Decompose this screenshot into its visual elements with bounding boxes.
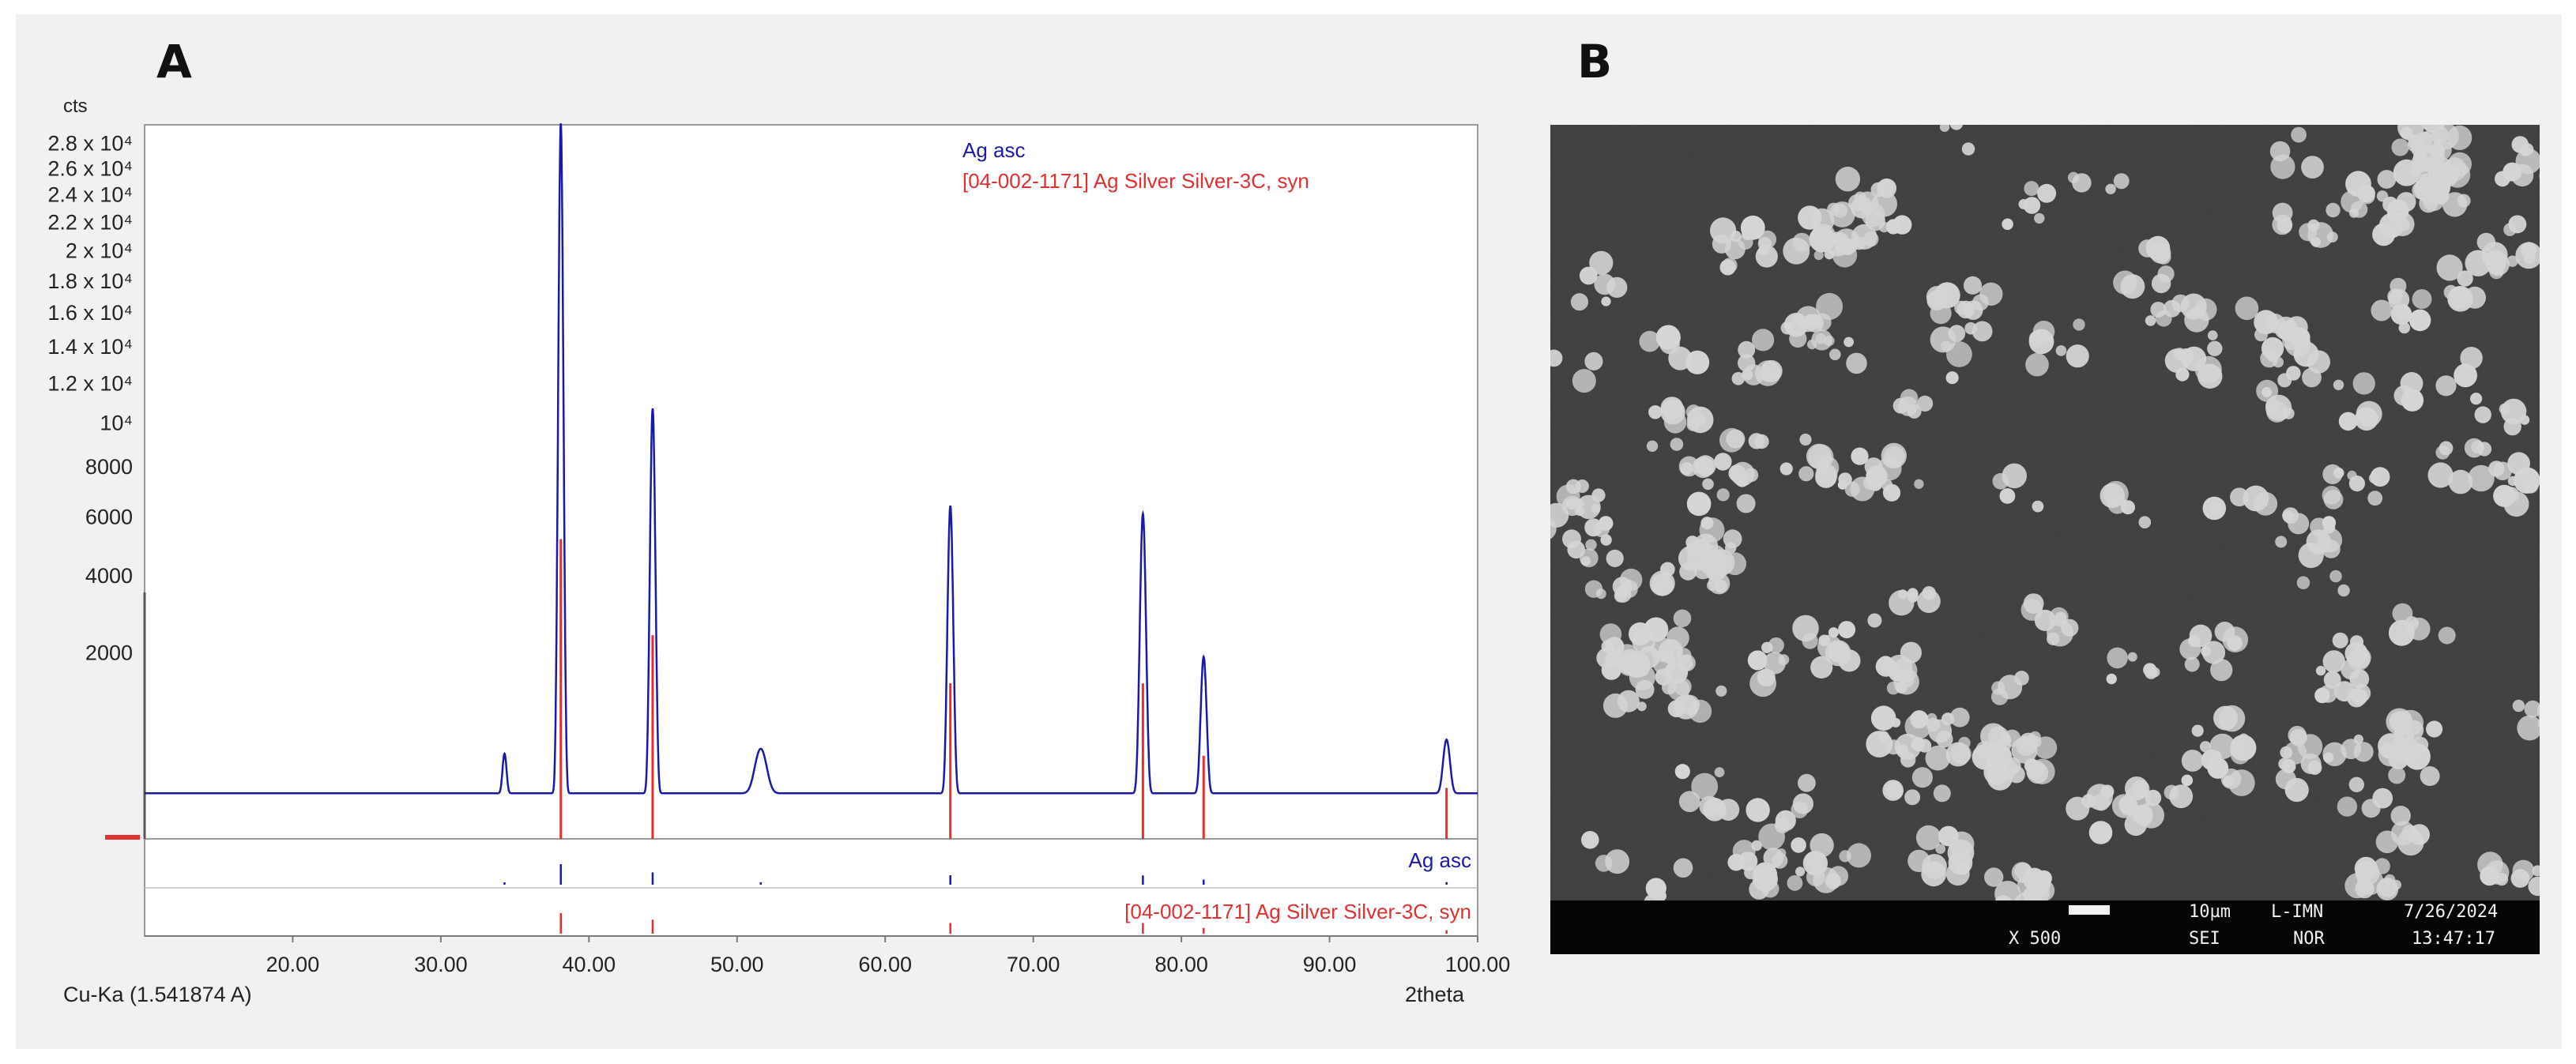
y-tick-label: 2.2 x 10⁴	[47, 210, 133, 234]
y-tick-label: 1.4 x 10⁴	[47, 335, 133, 359]
panel-label-a: A	[156, 35, 192, 88]
strip-label-ag-asc: Ag asc	[1409, 848, 1472, 872]
y-tick-label: 10⁴	[100, 412, 133, 435]
y-tick-label: 1.8 x 10⁴	[47, 269, 133, 293]
y-tick-label: 1.2 x 10⁴	[47, 371, 133, 395]
time-label: 13:47:17	[2412, 929, 2495, 949]
y-tick-label: 2.6 x 10⁴	[47, 156, 133, 180]
y-tick-label: 8000	[85, 455, 133, 479]
mode-label: NOR	[2293, 929, 2325, 949]
sem-info-bar: 10µm L-IMN 7/26/2024 X 500 SEI NOR 13:47…	[1550, 900, 2540, 954]
legend-entry-ag-asc: Ag asc	[962, 138, 1026, 162]
x-tick-label: 90.00	[1303, 953, 1357, 976]
scale-bar	[2069, 905, 2110, 915]
signal-label: SEI	[2189, 929, 2220, 949]
y-tick-label: 2000	[85, 641, 133, 665]
y-tick-label: 4000	[85, 564, 133, 588]
strip-label-reference: [04-002-1171] Ag Silver Silver-3C, syn	[1124, 900, 1471, 923]
magnification-label: X 500	[2009, 929, 2062, 949]
sem-micrograph	[1550, 125, 2540, 954]
x-tick-label: 100.00	[1445, 953, 1511, 976]
y-tick-label: 6000	[85, 505, 133, 528]
y-tick-label: 2 x 10⁴	[66, 239, 133, 263]
x-tick-label: 60.00	[858, 953, 912, 976]
detector-label: L-IMN	[2271, 902, 2324, 922]
zero-marker	[105, 835, 140, 840]
x-axis-title: 2theta	[1405, 983, 1465, 1006]
panel-label-b: B	[1577, 35, 1613, 88]
x-tick-label: 70.00	[1007, 953, 1060, 976]
x-tick-label: 50.00	[710, 953, 764, 976]
y-tick-label: 2.4 x 10⁴	[47, 183, 133, 207]
radiation-label: Cu-Ka (1.541874 A)	[63, 983, 252, 1006]
legend-entry-reference: [04-002-1171] Ag Silver Silver-3C, syn	[962, 169, 1309, 193]
y-unit-label: cts	[63, 96, 88, 117]
x-tick-label: 20.00	[266, 953, 320, 976]
x-tick-label: 40.00	[563, 953, 616, 976]
y-tick-label: 1.6 x 10⁴	[47, 301, 133, 325]
scale-label: 10µm	[2189, 902, 2231, 922]
plot-frame	[144, 124, 1478, 937]
y-tick-label: 2.8 x 10⁴	[47, 131, 133, 155]
x-tick-label: 30.00	[414, 953, 468, 976]
sem-particles	[1550, 125, 2540, 954]
series-line-ag-asc	[145, 123, 1478, 795]
date-label: 7/26/2024	[2404, 902, 2499, 922]
x-tick-label: 80.00	[1154, 953, 1208, 976]
